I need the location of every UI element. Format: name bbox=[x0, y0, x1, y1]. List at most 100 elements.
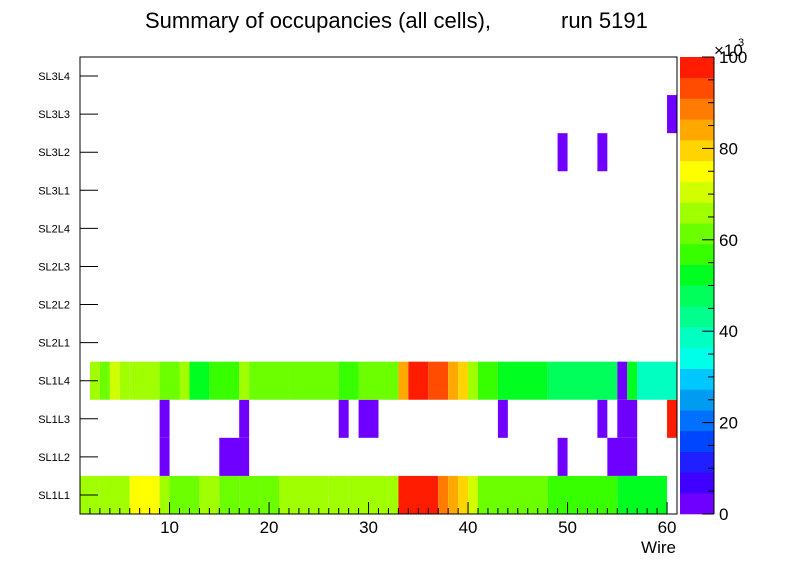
z-multiplier-exponent: 3 bbox=[738, 37, 744, 49]
color-scale-swatch bbox=[680, 57, 714, 79]
heatmap-cell bbox=[328, 475, 349, 514]
color-scale-swatch bbox=[680, 472, 714, 494]
color-scale-swatch bbox=[680, 368, 714, 390]
heatmap-cell bbox=[607, 437, 638, 476]
y-tick-label: SL2L4 bbox=[38, 223, 70, 235]
x-axis-label: Wire bbox=[641, 538, 676, 557]
heatmap-cell bbox=[249, 361, 289, 400]
y-tick-label: SL1L2 bbox=[38, 452, 70, 464]
color-scale-swatch bbox=[680, 430, 714, 452]
heatmap-cell bbox=[627, 361, 638, 400]
heatmap-cell bbox=[159, 475, 170, 514]
heatmap-cell bbox=[408, 361, 429, 400]
color-scale-swatch bbox=[680, 98, 714, 120]
heatmap-cell bbox=[129, 361, 160, 400]
heatmap-cell bbox=[617, 475, 668, 514]
color-scale-swatch bbox=[680, 493, 714, 515]
color-scale-swatch bbox=[680, 160, 714, 182]
heatmap-cell bbox=[159, 399, 170, 438]
color-scale-swatch bbox=[680, 243, 714, 266]
heatmap-cell bbox=[259, 475, 279, 514]
color-scale-swatch bbox=[680, 119, 714, 141]
heatmap-cell bbox=[159, 437, 170, 476]
heatmap-cell bbox=[547, 475, 618, 514]
heatmap-cell bbox=[99, 475, 130, 514]
color-scale-swatch bbox=[680, 202, 714, 224]
heatmap-cell bbox=[219, 475, 240, 514]
heatmap-cell bbox=[109, 361, 120, 400]
x-tick-label: 40 bbox=[459, 518, 478, 537]
z-tick-label: 20 bbox=[719, 414, 738, 433]
z-tick-label: 40 bbox=[719, 322, 738, 341]
plot-area bbox=[80, 57, 677, 514]
chart-title: Summary of occupancies (all cells), bbox=[145, 8, 491, 33]
color-scale-swatch bbox=[680, 451, 714, 473]
color-scale-swatch bbox=[680, 410, 714, 432]
color-scale-swatch bbox=[680, 264, 714, 286]
y-tick-label: SL3L3 bbox=[38, 109, 70, 121]
heatmap-cell bbox=[338, 399, 349, 438]
x-tick-label: 20 bbox=[260, 518, 279, 537]
heatmap-cell bbox=[159, 361, 180, 400]
color-scale-swatch bbox=[680, 347, 714, 369]
heatmap-cell bbox=[428, 361, 449, 400]
heatmap-cell bbox=[637, 361, 677, 400]
heatmap-cell bbox=[458, 475, 469, 514]
heatmap-cell bbox=[557, 437, 568, 476]
heatmap-cell bbox=[438, 475, 449, 514]
heatmap-cell bbox=[119, 361, 130, 400]
heatmap-cell bbox=[169, 475, 200, 514]
color-scale-swatch bbox=[680, 327, 714, 349]
heatmap-cell bbox=[597, 399, 608, 438]
y-tick-label: SL1L4 bbox=[38, 376, 70, 388]
heatmap-cell bbox=[239, 361, 250, 400]
heatmap-cell bbox=[358, 361, 399, 400]
heatmap-cell bbox=[129, 475, 160, 514]
y-tick-label: SL3L4 bbox=[38, 71, 70, 83]
heatmap-cell bbox=[199, 475, 220, 514]
heatmap-cell bbox=[209, 361, 240, 400]
heatmap-cell bbox=[547, 361, 618, 400]
x-axis: 10 20 30 40 50 60 bbox=[79, 502, 678, 537]
heatmap-cell bbox=[239, 475, 260, 514]
x-tick-label: 50 bbox=[558, 518, 577, 537]
color-scale-swatch bbox=[680, 77, 714, 99]
heatmap-cell bbox=[448, 361, 459, 400]
heatmap-cell bbox=[288, 361, 339, 400]
heatmap-cell bbox=[497, 399, 508, 438]
color-scale-swatch bbox=[680, 306, 714, 328]
heatmap-cell bbox=[597, 133, 608, 172]
color-scale-swatch bbox=[680, 285, 714, 307]
heatmap-cell bbox=[468, 361, 478, 400]
heatmap-cell bbox=[617, 361, 628, 400]
heatmap-cell bbox=[468, 475, 478, 514]
heatmap-cell bbox=[179, 361, 190, 400]
y-tick-label: SL2L2 bbox=[38, 300, 70, 312]
heatmap-cell bbox=[497, 361, 548, 400]
heatmap-cell bbox=[219, 437, 250, 476]
heatmap-cell bbox=[398, 475, 439, 514]
y-tick-label: SL1L3 bbox=[38, 414, 70, 426]
z-tick-label: 0 bbox=[719, 505, 728, 524]
color-scale-swatch bbox=[680, 181, 714, 203]
z-tick-label: 60 bbox=[719, 231, 738, 250]
x-tick-label: 60 bbox=[658, 518, 677, 537]
x-tick-label: 30 bbox=[359, 518, 378, 537]
heatmap-cell bbox=[478, 475, 548, 514]
y-tick-label: SL1L1 bbox=[38, 490, 70, 502]
heatmap-cell bbox=[398, 361, 409, 400]
y-axis: SL1L1 SL1L2 SL1L3 SL1L4 SL2L1 SL2L2 SL2L3 SL2L4… bbox=[38, 71, 98, 502]
color-scale-swatch bbox=[680, 140, 714, 162]
heatmap-cell bbox=[189, 361, 210, 400]
heatmap-cell bbox=[99, 361, 110, 400]
x-tick-label: 10 bbox=[160, 518, 179, 537]
heatmap-cells bbox=[80, 95, 677, 514]
heatmap-cell bbox=[617, 399, 638, 438]
heatmap-cell bbox=[667, 399, 677, 438]
run-label: run 5191 bbox=[561, 8, 648, 33]
y-tick-label: SL2L3 bbox=[38, 261, 70, 273]
color-scale-legend: 0 20 40 60 80 100 bbox=[680, 48, 747, 524]
y-tick-label: SL3L2 bbox=[38, 147, 70, 159]
color-scale-swatch bbox=[680, 223, 714, 245]
